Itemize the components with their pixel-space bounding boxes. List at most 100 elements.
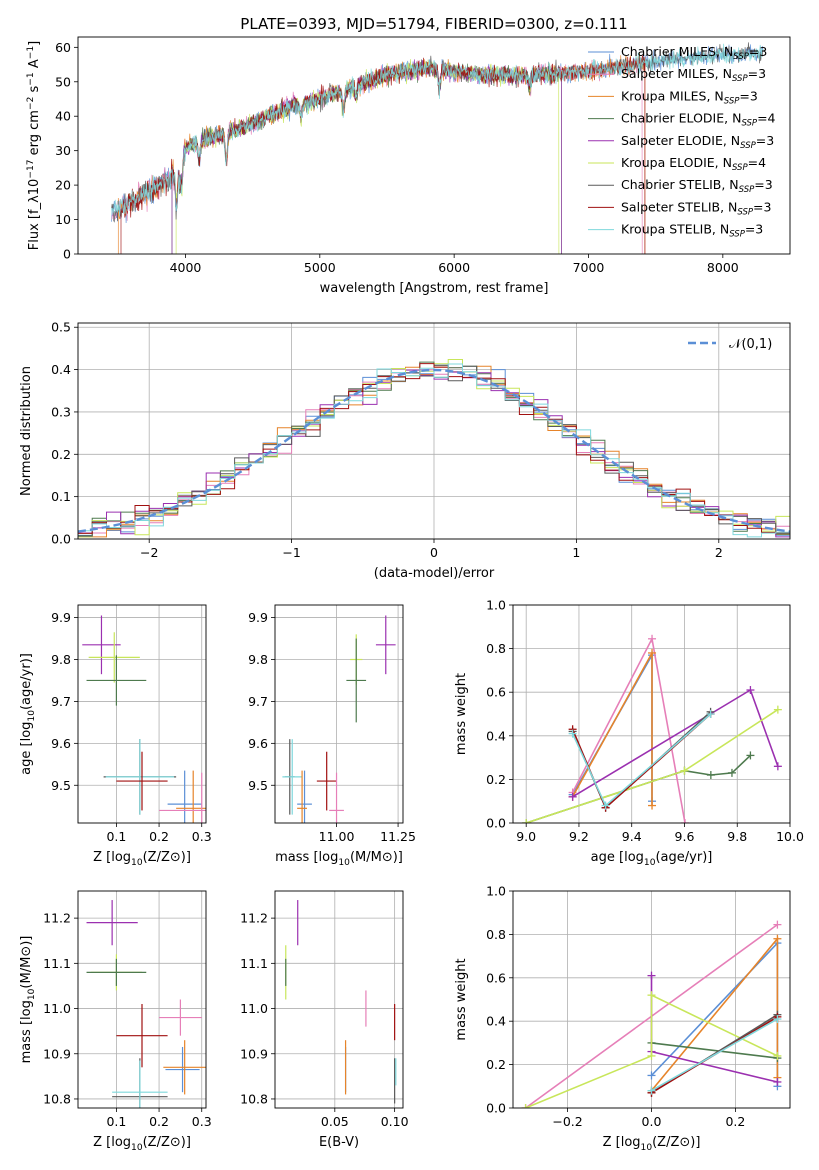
- series-point: [773, 762, 782, 771]
- x-tick-label: 0.05: [321, 1114, 349, 1129]
- legend-label: Chabrier ELODIE, NSSP=4: [621, 111, 776, 129]
- legend-label: Kroupa STELIB, NSSP=3: [621, 222, 763, 240]
- spectrum-series-kroupa-stelib: [111, 43, 764, 217]
- y-tick-label: 10.8: [43, 1091, 71, 1106]
- legend-label: Chabrier MILES, NSSP=3: [621, 44, 767, 62]
- spectrum-series-chabrier-elodie: [171, 60, 562, 254]
- ebv-mass-axes: 0.05 0.10 10.8 10.9 11.0 11.1 11.2 E(B-V): [240, 891, 409, 1150]
- x-tick-label: 9.4: [622, 829, 642, 844]
- y-tick-label: 0.6: [486, 970, 506, 985]
- x-axis-label: Z [log10(Z/Z⊙)]: [93, 1135, 191, 1153]
- spectrum-series-salpeter-miles: [111, 57, 643, 254]
- legend-label: Salpeter MILES, NSSP=3: [621, 66, 766, 84]
- x-tick-label: 0: [430, 545, 438, 560]
- series-point: [773, 705, 782, 714]
- y-tick-label: 1.0: [486, 884, 506, 899]
- z-weight-frame: [512, 890, 791, 1109]
- z-mass-axes: 0.1 0.2 0.3 10.8 10.9 11.0 11.1 11.2 Z [log10(Z/…: [19, 891, 212, 1153]
- y-tick-label: 11.0: [240, 1001, 268, 1016]
- series-point: [773, 1077, 782, 1086]
- age-weight-axes: 9.0 9.2 9.4 9.6 9.8 10.0 0.0 0.2 0.4 0.6 0.8 1.0 age…: [454, 598, 804, 869]
- y-tick-label: 0.0: [486, 1101, 506, 1116]
- ebv-mass-frame: [274, 890, 404, 1109]
- x-axis-label: wavelength [Angstrom, rest frame]: [320, 281, 549, 296]
- series-point: [648, 634, 657, 643]
- z-mass-frame: [77, 890, 207, 1109]
- series-point: [568, 792, 577, 801]
- y-tick-label: 0.5: [51, 320, 71, 335]
- y-tick-label: 11.0: [43, 1001, 71, 1016]
- y-tick-label: 9.7: [248, 694, 268, 709]
- series-point: [706, 771, 715, 780]
- y-tick-label: 11.2: [240, 911, 268, 926]
- series-point: [647, 1086, 656, 1095]
- series-point: [773, 934, 782, 943]
- series-point: [522, 819, 531, 823]
- y-tick-label: 0.8: [486, 641, 506, 656]
- y-tick-label: 9.7: [51, 694, 71, 709]
- y-tick-label: 10.9: [43, 1046, 71, 1061]
- x-tick-label: 9.6: [675, 829, 695, 844]
- series-line-chabrier-elodie: [651, 1042, 778, 1059]
- residuals-frame: [77, 322, 791, 540]
- series-point: [773, 920, 782, 929]
- y-tick-label: 9.9: [51, 610, 71, 625]
- plot-layer: 4000 5000 6000 7000 80000102030405060wavelen…: [19, 36, 804, 1153]
- series-point: [681, 819, 690, 823]
- x-tick-label: 5000: [304, 260, 336, 275]
- y-axis-label: mass [log10(M/M⊙)]: [19, 936, 37, 1064]
- legend-label: Salpeter ELODIE, NSSP=3: [621, 133, 774, 151]
- y-tick-label: 0.0: [51, 532, 71, 547]
- y-tick-label: 0.1: [51, 489, 71, 504]
- x-tick-label: 7000: [573, 260, 605, 275]
- x-axis-label: age [log10(age/yr)]: [591, 850, 713, 868]
- series-point: [647, 991, 656, 1000]
- series-point: [773, 1051, 782, 1060]
- series-point: [680, 766, 689, 775]
- series-point: [568, 729, 577, 738]
- y-tick-label: 60: [55, 40, 71, 55]
- x-tick-label: 9.2: [569, 829, 589, 844]
- age-weight-frame: [512, 604, 791, 824]
- y-tick-label: 30: [55, 143, 71, 158]
- x-tick-label: −0.2: [552, 1114, 582, 1129]
- y-axis-label: Normed distribution: [19, 366, 34, 496]
- z-age-frame: [77, 604, 207, 824]
- y-tick-label: 10.9: [240, 1046, 268, 1061]
- x-tick-label: 0.2: [725, 1114, 745, 1129]
- mass-age-axes: 11.00 11.25 9.5 9.6 9.7 9.8 9.9 mass [log10(M/M…: [248, 605, 416, 868]
- spectrum-series-kroupa-elodie: [175, 59, 560, 254]
- x-tick-label: 9.0: [516, 829, 536, 844]
- x-tick-label: 0.1: [106, 829, 126, 844]
- y-tick-label: 10.8: [240, 1091, 268, 1106]
- y-axis-label: Flux [f_λ10−17 erg cm−2 s−1 A−1]: [26, 41, 42, 250]
- y-tick-label: 9.6: [248, 736, 268, 751]
- x-axis-label: (data-model)/error: [374, 566, 495, 581]
- x-tick-label: −1: [282, 545, 300, 560]
- series-point: [706, 710, 715, 718]
- spectrum-axes: 4000 5000 6000 7000 8000 0 10 20 30 40 50 60 wavelen…: [26, 40, 739, 296]
- legend-label: Chabrier STELIB, NSSP=3: [621, 177, 773, 195]
- x-tick-label: 0.10: [381, 1114, 409, 1129]
- gaussian-curve: [78, 368, 790, 533]
- age-weight-lines: [522, 634, 782, 823]
- y-tick-label: 0.4: [51, 362, 71, 377]
- series-point: [647, 971, 656, 980]
- z-mass-points: [86, 900, 206, 1108]
- mass-age-points: [282, 615, 396, 823]
- spectrum-lines: [111, 42, 764, 254]
- y-tick-label: 10: [55, 212, 71, 227]
- x-axis-label: Z [log10(Z/Z⊙)]: [93, 850, 191, 868]
- x-tick-label: 0.3: [192, 1114, 212, 1129]
- series-point: [746, 686, 755, 695]
- y-tick-label: 9.8: [51, 652, 71, 667]
- series-point: [648, 648, 657, 657]
- x-tick-label: 2: [715, 545, 723, 560]
- series-point: [521, 1104, 530, 1108]
- y-tick-label: 0.2: [486, 772, 506, 787]
- y-tick-label: 0.8: [486, 927, 506, 942]
- x-tick-label: 6000: [438, 260, 470, 275]
- series-point: [727, 768, 736, 777]
- y-tick-label: 9.5: [248, 778, 268, 793]
